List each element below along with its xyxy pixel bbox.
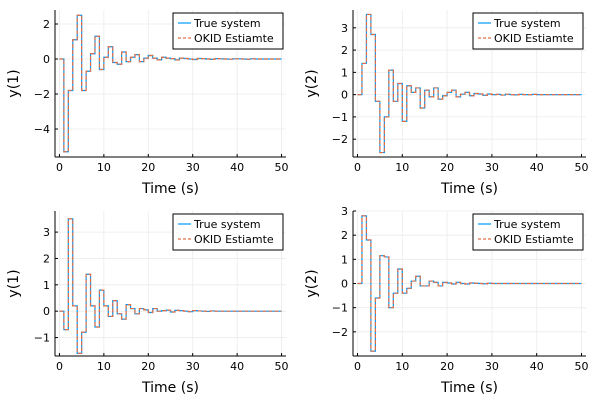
subplot-2: 0 10 20 30 40 50 −2 −1 0 1 2 3 Time (s) y(2) True syst… — [304, 10, 589, 197]
y-tick-label: −2 — [332, 133, 348, 146]
legend-box — [472, 12, 584, 50]
legend-box — [472, 213, 584, 251]
y-tick-label: −2 — [34, 88, 50, 101]
legend: True system OKID Estiamte — [172, 213, 284, 251]
y-axis-label: y(1) — [6, 269, 22, 297]
subplot-1: 0 10 20 30 40 50 −4 −2 0 2 Time (s) y(1) True system… — [6, 10, 289, 197]
x-tick-label: 40 — [230, 161, 244, 174]
x-tick-label: 20 — [440, 161, 454, 174]
legend-label: OKID Estiamte — [194, 233, 274, 246]
series-line-okid-estimate — [357, 13, 582, 154]
x-tick-label: 20 — [440, 360, 454, 373]
y-tick-label: −1 — [34, 332, 50, 345]
y-tick-label: 1 — [341, 66, 348, 79]
x-tick-label: 20 — [141, 360, 155, 373]
y-tick-label: 2 — [341, 229, 348, 242]
legend-label: True system — [493, 17, 561, 30]
y-tick-label: 2 — [43, 252, 50, 265]
x-tick-label: 0 — [56, 161, 63, 174]
y-tick-label: 2 — [341, 44, 348, 57]
legend: True system OKID Estiamte — [472, 12, 584, 50]
subplot-3: 0 10 20 30 40 50 −1 0 1 2 3 Time (s) y(1) True system… — [6, 211, 289, 396]
x-axis-label: Time (s) — [440, 181, 498, 197]
y-tick-label: 3 — [341, 205, 348, 218]
x-tick-label: 40 — [530, 161, 544, 174]
series-line-okid-estimate — [59, 14, 282, 153]
y-tick-label: 3 — [341, 22, 348, 35]
x-tick-label: 0 — [354, 161, 361, 174]
x-tick-label: 10 — [395, 360, 409, 373]
y-tick-label: 0 — [43, 305, 50, 318]
x-tick-label: 10 — [395, 161, 409, 174]
y-tick-label: −2 — [332, 326, 348, 339]
x-tick-label: 0 — [354, 360, 361, 373]
x-tick-label: 50 — [575, 360, 589, 373]
y-tick-label: 0 — [341, 89, 348, 102]
y-tick-label: −1 — [332, 302, 348, 315]
legend-label: True system — [193, 218, 261, 231]
y-tick-label: −1 — [332, 111, 348, 124]
y-tick-label: 3 — [43, 226, 50, 239]
x-tick-label: 50 — [275, 161, 289, 174]
legend: True system OKID Estiamte — [472, 213, 584, 251]
x-axis-label: Time (s) — [141, 380, 199, 396]
x-tick-label: 50 — [575, 161, 589, 174]
y-tick-label: 1 — [43, 279, 50, 292]
subplot-4: 0 10 20 30 40 50 −2 −1 0 1 2 3 Time (s) y(2) True syst… — [304, 205, 589, 396]
x-tick-label: 50 — [275, 360, 289, 373]
x-tick-label: 0 — [56, 360, 63, 373]
x-tick-label: 10 — [97, 161, 111, 174]
x-tick-label: 40 — [230, 360, 244, 373]
y-tick-label: 0 — [43, 53, 50, 66]
legend-label: OKID Estiamte — [494, 233, 574, 246]
x-tick-label: 10 — [97, 360, 111, 373]
x-tick-label: 30 — [186, 360, 200, 373]
x-tick-label: 30 — [485, 360, 499, 373]
y-axis-label: y(2) — [304, 69, 320, 97]
series-line-okid-estimate — [357, 215, 582, 352]
y-tick-label: 2 — [43, 18, 50, 31]
x-axis-label: Time (s) — [141, 181, 199, 197]
x-tick-label: 30 — [186, 161, 200, 174]
x-tick-label: 30 — [485, 161, 499, 174]
legend-label: True system — [493, 218, 561, 231]
legend: True system OKID Estiamte — [172, 12, 284, 50]
legend-label: OKID Estiamte — [194, 32, 274, 45]
x-axis-label: Time (s) — [440, 380, 498, 396]
series-line-okid-estimate — [59, 218, 282, 354]
legend-box — [172, 12, 284, 50]
legend-label: OKID Estiamte — [494, 32, 574, 45]
x-tick-label: 40 — [530, 360, 544, 373]
x-tick-label: 20 — [141, 161, 155, 174]
legend-label: True system — [193, 17, 261, 30]
y-axis-label: y(1) — [6, 69, 22, 97]
y-tick-label: 0 — [341, 278, 348, 291]
y-axis-label: y(2) — [304, 269, 320, 297]
legend-box — [172, 213, 284, 251]
y-tick-label: −4 — [34, 123, 50, 136]
y-tick-label: 1 — [341, 253, 348, 266]
